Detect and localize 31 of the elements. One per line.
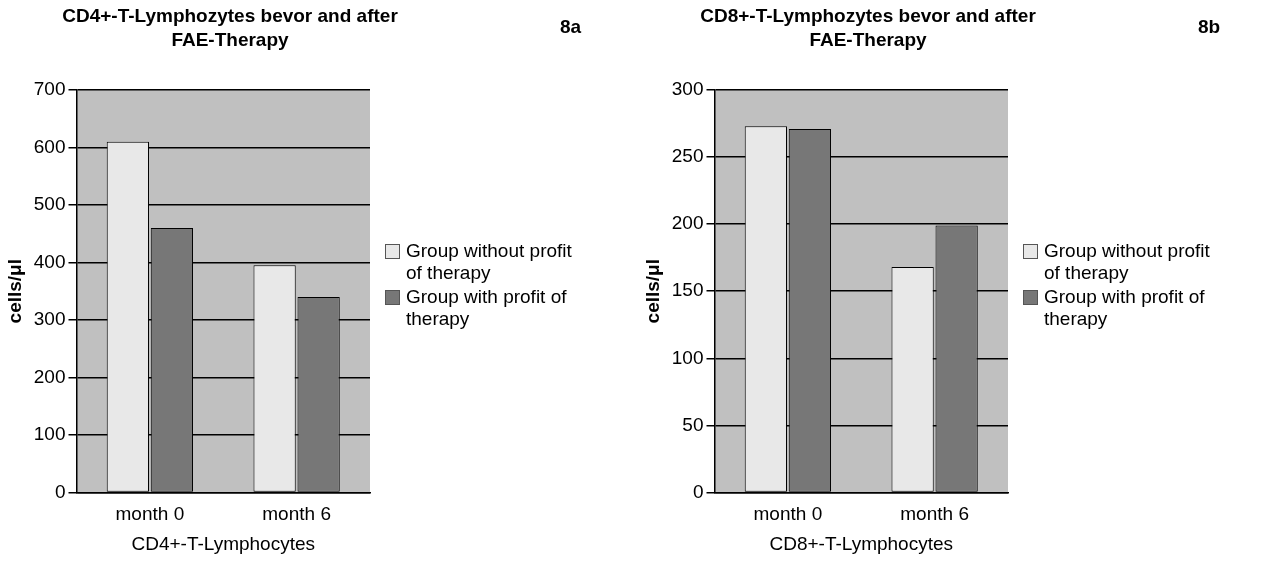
y-axis-title: cells/μl <box>641 258 663 324</box>
legend-label: Group without profit of therapy <box>1044 240 1211 284</box>
legend-label: Group with profit of therapy <box>406 286 568 330</box>
y-tick-label: 100 <box>33 423 66 445</box>
x-tick-label: month 0 <box>753 503 823 525</box>
chart-title: CD4+-T-Lymphozytes bevor and after FAE-Therapy <box>61 4 399 52</box>
x-axis-title: CD8+-T-Lymphocytes <box>769 532 954 554</box>
x-tick-label: month 6 <box>900 503 969 525</box>
y-tick-label: 600 <box>33 135 66 157</box>
y-tick-label: 200 <box>671 212 704 234</box>
y-tick-label: 700 <box>33 78 66 100</box>
y-tick-label: 100 <box>671 346 704 368</box>
x-tick-label: month 6 <box>262 503 331 525</box>
x-tick-label: month 0 <box>115 503 185 525</box>
y-tick-label: 150 <box>671 279 704 301</box>
y-axis-title: cells/μl <box>3 258 25 324</box>
y-tick-label: 0 <box>54 480 66 502</box>
y-tick-label: 300 <box>671 78 704 100</box>
chart-title: CD8+-T-Lymphozytes bevor and after FAE-Therapy <box>699 4 1037 52</box>
text: 8a <box>560 16 582 38</box>
y-tick-label: 300 <box>33 308 66 330</box>
y-tick-label: 400 <box>33 250 66 272</box>
y-tick-label: 500 <box>33 193 66 215</box>
text: 8b <box>1198 16 1221 38</box>
y-tick-label: 50 <box>682 413 704 435</box>
y-tick-label: 200 <box>33 365 66 387</box>
legend-label: Group without profit of therapy <box>406 240 573 284</box>
legend-label: Group with profit of therapy <box>1044 286 1206 330</box>
x-axis-title: CD4+-T-Lymphocytes <box>131 532 316 554</box>
y-tick-label: 0 <box>692 480 704 502</box>
y-tick-label: 250 <box>671 145 704 167</box>
